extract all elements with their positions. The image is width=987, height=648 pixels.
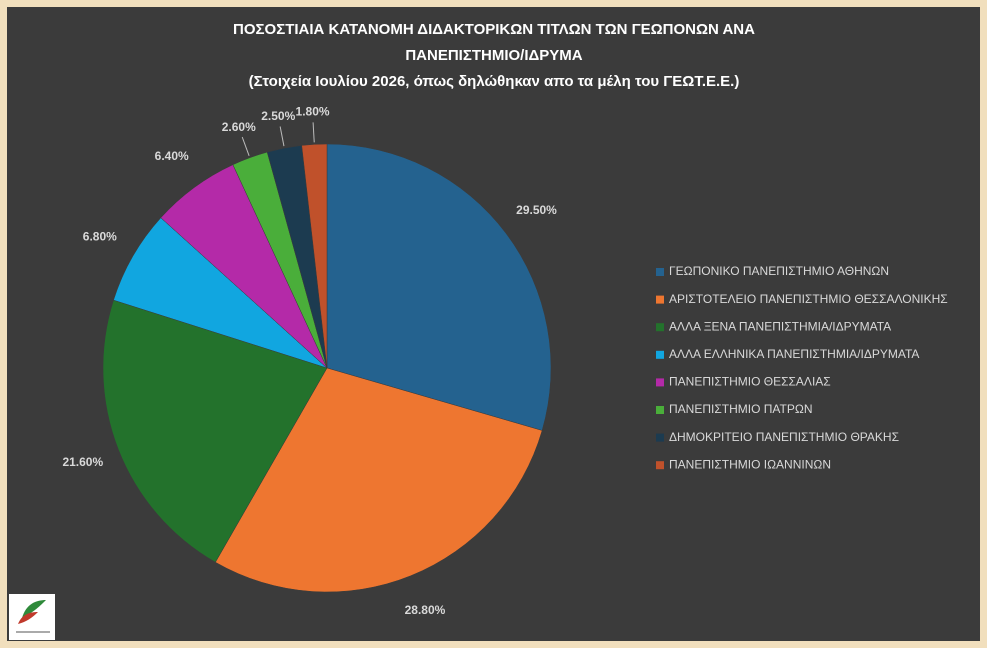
data-label: 2.50%	[261, 109, 295, 123]
data-label: 2.60%	[222, 120, 256, 134]
data-label: 28.80%	[405, 603, 446, 617]
legend-label: ΑΛΛΑ ΞΕΝΑ ΠΑΝΕΠΙΣΤΗΜΙΑ/ΙΔΡΥΜΑΤΑ	[669, 319, 891, 333]
legend-label: ΠΑΝΕΠΙΣΤΗΜΙΟ ΙΩΑΝΝΙΝΩΝ	[669, 457, 831, 471]
legend-label: ΓΕΩΠΟΝΙΚΟ ΠΑΝΕΠΙΣΤΗΜΙΟ ΑΘΗΝΩΝ	[669, 264, 889, 278]
pie-slice	[102, 299, 328, 563]
legend-label: ΠΑΝΕΠΙΣΤΗΜΙΟ ΘΕΣΣΑΛΙΑΣ	[669, 375, 831, 389]
legend-swatch	[656, 406, 664, 414]
logo	[9, 594, 55, 640]
data-label: 6.80%	[83, 230, 117, 244]
leader-line	[312, 122, 315, 143]
data-label: 1.80%	[296, 105, 330, 119]
pie-slice	[215, 367, 543, 593]
data-label: 21.60%	[62, 455, 103, 469]
legend-swatch	[656, 295, 664, 304]
legend-label: ΑΛΛΑ ΕΛΛΗΝΙΚΑ ΠΑΝΕΠΙΣΤΗΜΙΑ/ΙΔΡΥΜΑΤΑ	[669, 347, 919, 361]
pie-slice	[326, 143, 552, 431]
legend-label: ΠΑΝΕΠΙΣΤΗΜΙΟ ΠΑΤΡΩΝ	[669, 402, 813, 416]
legend-swatch	[656, 461, 664, 470]
chart-title: ΠΟΣΟΣΤΙΑΙΑ ΚΑΤΑΝΟΜΗ ΔΙΔΑΚΤΟΡΙΚΩΝ ΤΙΤΛΩΝ …	[233, 21, 755, 38]
legend-swatch	[656, 323, 664, 332]
legend-swatch	[656, 268, 664, 276]
leader-line	[279, 126, 285, 147]
legend-swatch	[656, 350, 664, 359]
data-label: 6.40%	[155, 149, 189, 163]
leader-line	[241, 136, 250, 157]
legend-label: ΔΗΜΟΚΡΙΤΕΙΟ ΠΑΝΕΠΙΣΤΗΜΙΟ ΘΡΑΚΗΣ	[669, 430, 899, 444]
data-label: 29.50%	[516, 203, 557, 217]
chart-title: ΠΑΝΕΠΙΣΤΗΜΙΟ/ΙΔΡΥΜΑ	[405, 47, 582, 64]
legend-swatch	[656, 378, 664, 387]
legend-swatch	[656, 433, 664, 442]
chart-subtitle: (Στοιχεία Ιουλίου 2026, όπως δηλώθηκαν α…	[249, 73, 740, 90]
pie-slice	[301, 143, 328, 369]
legend-label: ΑΡΙΣΤΟΤΕΛΕΙΟ ΠΑΝΕΠΙΣΤΗΜΙΟ ΘΕΣΣΑΛΟΝΙΚΗΣ	[669, 292, 948, 306]
